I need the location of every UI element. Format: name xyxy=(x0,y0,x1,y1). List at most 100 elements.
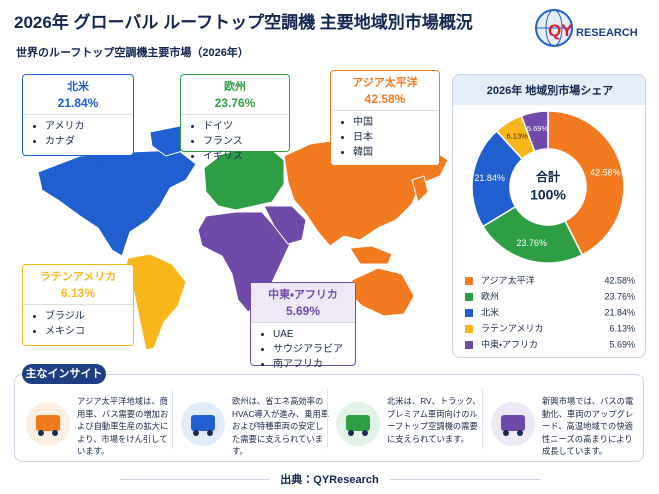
slice-label: 6.13% xyxy=(507,132,529,141)
map-middle-east xyxy=(263,205,307,245)
pie-slice xyxy=(547,110,625,256)
region-box: ラテンアメリカ 6.13% ブラジルメキシコ xyxy=(22,264,134,346)
country: サウジアラビア xyxy=(273,342,355,357)
insights-title: 主なインサイト xyxy=(22,364,106,384)
region-name: 中東・アフリカ xyxy=(268,289,338,301)
insight-text: 新興市場では、バスの電動化、車両のアップグレード、高温地域での快適性ニーズの高ま… xyxy=(542,396,634,456)
country: 韓国 xyxy=(353,145,439,160)
country-list: ブラジルメキシコ xyxy=(23,309,133,339)
icon-wheel xyxy=(362,430,368,436)
country: ブラジル xyxy=(45,309,133,324)
insight: アジア太平洋地域は、商用車、バス需要の増加および自動車生産の拡大により、市場をけ… xyxy=(25,395,175,456)
insight-divider xyxy=(172,389,173,449)
divider xyxy=(390,479,540,480)
country-list: UAEサウジアラビア南アフリカ xyxy=(251,327,355,372)
region-box: 北米 21.84% アメリカカナダ xyxy=(22,74,134,156)
country-list: ドイツフランスイギリス xyxy=(181,119,289,164)
region-box: アジア太平洋 42.58% 中国日本韓国 xyxy=(330,70,440,166)
insight-icon xyxy=(491,402,535,446)
icon-wheel xyxy=(503,430,509,436)
country: 南アフリカ xyxy=(273,357,355,372)
connector xyxy=(255,271,263,285)
region-header: 中東・アフリカ 5.69% xyxy=(251,283,355,323)
insights-box: アジア太平洋地域は、商用車、バス需要の増加および自動車生産の拡大により、市場をけ… xyxy=(14,374,644,462)
country: 中国 xyxy=(353,115,439,130)
logo-suffix: RESEARCH xyxy=(576,27,638,39)
region-header: ラテンアメリカ 6.13% xyxy=(23,265,133,305)
icon-shape xyxy=(191,415,215,431)
country: アメリカ xyxy=(45,119,133,134)
icon-wheel xyxy=(52,430,58,436)
source: 出典：QYResearch xyxy=(280,474,379,486)
country: カナダ xyxy=(45,134,133,149)
map-australia xyxy=(351,267,415,317)
country: イギリス xyxy=(203,149,289,164)
region-name: アジア太平洋 xyxy=(352,77,418,89)
region-header: 北米 21.84% xyxy=(23,75,133,115)
icon-shape xyxy=(501,415,525,431)
region-name: 欧州 xyxy=(224,81,246,93)
insight: 北米は、RV、トラック、プレミアム車両向けのルーフトップ空調機の需要に支えられて… xyxy=(335,395,485,455)
logo-prefix: QY xyxy=(548,21,573,40)
icon-wheel xyxy=(38,430,44,436)
center-value: 100% xyxy=(530,187,566,203)
pie-slice xyxy=(520,110,549,153)
legend-swatch xyxy=(465,277,473,285)
insight-icon xyxy=(26,402,70,446)
slice-label: 5.69% xyxy=(527,124,549,133)
slice-label: 42.58% xyxy=(590,168,621,178)
share-panel: 2026年 地域別市場シェア 42.58% 23.76% 21.84% 6.13% 5.… xyxy=(452,74,646,358)
subtitle: 世界のルーフトップ空調機主要市場（2026年） xyxy=(16,47,249,59)
divider xyxy=(120,479,270,480)
legend-value: 6.13% xyxy=(609,323,635,333)
legend-label: ラテンアメリカ xyxy=(481,323,544,333)
connector xyxy=(235,149,241,171)
legend-label: 北米 xyxy=(481,306,499,317)
legend-value: 5.69% xyxy=(609,339,635,349)
legend-label: アジア太平洋 xyxy=(481,274,535,285)
country: ドイツ xyxy=(203,119,289,134)
insight-text: アジア太平洋地域は、商用車、バス需要の増加および自動車生産の拡大により、市場をけ… xyxy=(77,396,169,456)
icon-shape xyxy=(36,415,60,431)
insight-divider xyxy=(327,389,328,449)
country: フランス xyxy=(203,134,289,149)
insight-text: 欧州は、省エネ高効率のHVAC導入が進み、乗用車および特種車両の安定した需要に支… xyxy=(232,396,330,456)
map-japan xyxy=(411,175,429,203)
legend-label: 中東・アフリカ xyxy=(481,338,538,349)
icon-wheel xyxy=(207,430,213,436)
country: メキシコ xyxy=(45,324,133,339)
region-name: ラテンアメリカ xyxy=(39,271,117,283)
icon-wheel xyxy=(193,430,199,436)
legend-swatch xyxy=(465,341,473,349)
slice-label: 23.76% xyxy=(516,238,547,248)
legend-label: 欧州 xyxy=(481,290,499,301)
legend-value: 42.58% xyxy=(604,275,635,285)
country-list: 中国日本韓国 xyxy=(331,115,439,160)
map-indonesia xyxy=(349,245,393,265)
region-value: 21.84% xyxy=(57,96,99,110)
legend-swatch xyxy=(465,309,473,317)
icon-wheel xyxy=(348,430,354,436)
icon-shape xyxy=(346,415,370,431)
region-box: 中東・アフリカ 5.69% UAEサウジアラビア南アフリカ xyxy=(250,282,356,370)
connector xyxy=(117,285,141,297)
icon-wheel xyxy=(517,430,523,436)
legend-swatch xyxy=(465,325,473,333)
insight: 欧州は、省エネ高効率のHVAC導入が進み、乗用車および特種車両の安定した需要に支… xyxy=(180,395,330,456)
region-value: 6.13% xyxy=(60,286,96,300)
insight-icon xyxy=(181,402,225,446)
country: 日本 xyxy=(353,130,439,145)
chart-title: 2026年 地域別市場シェア xyxy=(487,83,614,97)
center-title: 合計 xyxy=(536,169,560,184)
country: UAE xyxy=(273,327,355,342)
logo: QY RESEARCH xyxy=(535,9,638,47)
insight-icon xyxy=(336,402,380,446)
legend-value: 23.76% xyxy=(604,291,635,301)
slice-label: 21.84% xyxy=(474,173,505,183)
region-value: 5.69% xyxy=(285,304,321,318)
region-header: 欧州 23.76% xyxy=(181,75,289,115)
region-name: 北米 xyxy=(67,81,89,93)
legend-value: 21.84% xyxy=(604,307,635,317)
country-list: アメリカカナダ xyxy=(23,119,133,149)
